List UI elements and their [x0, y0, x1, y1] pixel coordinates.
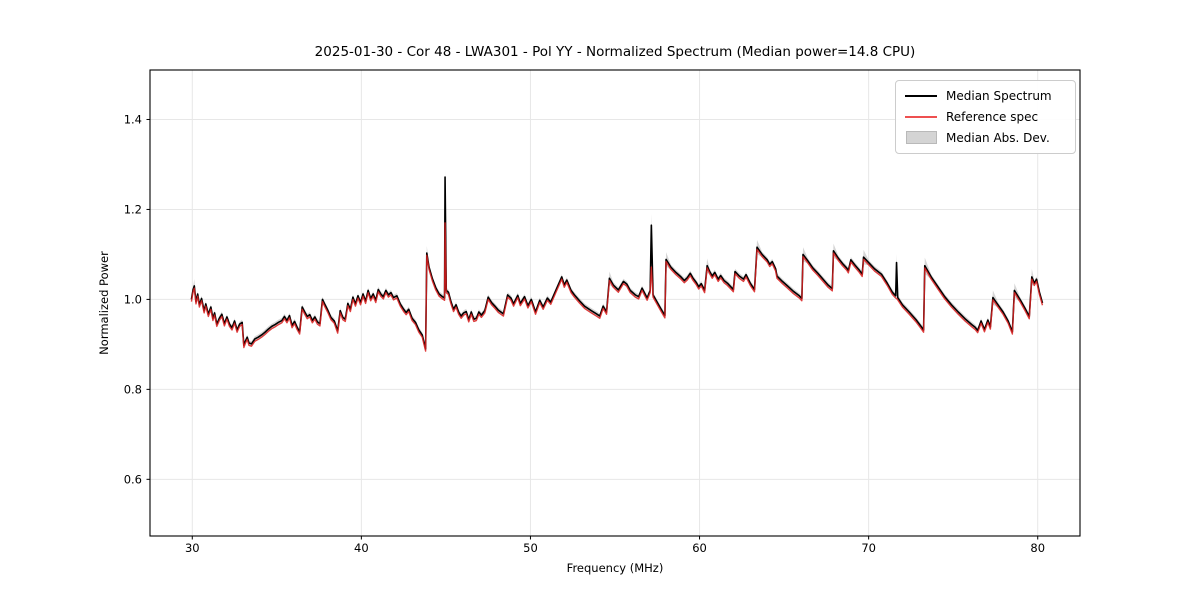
y-axis-label: Normalized Power: [97, 251, 111, 355]
chart-title: 2025-01-30 - Cor 48 - LWA301 - Pol YY - …: [314, 44, 916, 60]
series-group: [190, 168, 1044, 352]
median-spectrum-line: [190, 176, 1044, 350]
legend-label: Median Abs. Dev.: [946, 131, 1050, 145]
mad-patch-swatch-icon: [905, 131, 937, 144]
y-tick-label: 1.2: [124, 202, 142, 216]
reference-spec-line: [190, 222, 1044, 352]
axis-ticks: 30 40 50 60 70 80 0.6 0.8 1.0 1.2 1.4: [124, 112, 1045, 555]
legend-label: Median Spectrum: [946, 89, 1052, 103]
y-tick-label: 0.8: [124, 382, 142, 396]
y-tick-label: 1.0: [124, 292, 142, 306]
reference-line-swatch-icon: [905, 115, 937, 118]
legend-label: Reference spec: [946, 110, 1039, 124]
x-tick-label: 60: [692, 541, 707, 555]
x-tick-label: 70: [861, 541, 876, 555]
legend-item-median-spectrum: Median Spectrum: [905, 89, 1065, 102]
y-tick-label: 0.6: [124, 472, 142, 486]
legend-item-reference-spec: Reference spec: [905, 110, 1065, 123]
legend-item-median-abs-dev: Median Abs. Dev.: [905, 131, 1065, 144]
y-tick-label: 1.4: [124, 112, 142, 126]
x-tick-label: 40: [354, 541, 369, 555]
x-tick-label: 30: [185, 541, 200, 555]
x-tick-label: 80: [1030, 541, 1045, 555]
median-line-swatch-icon: [905, 94, 937, 97]
mad-band: [191, 168, 1043, 352]
legend: Median Spectrum Reference spec Median Ab…: [895, 80, 1076, 154]
axes-frame: [149, 69, 1081, 537]
x-tick-label: 50: [523, 541, 538, 555]
x-axis-label: Frequency (MHz): [566, 561, 664, 575]
